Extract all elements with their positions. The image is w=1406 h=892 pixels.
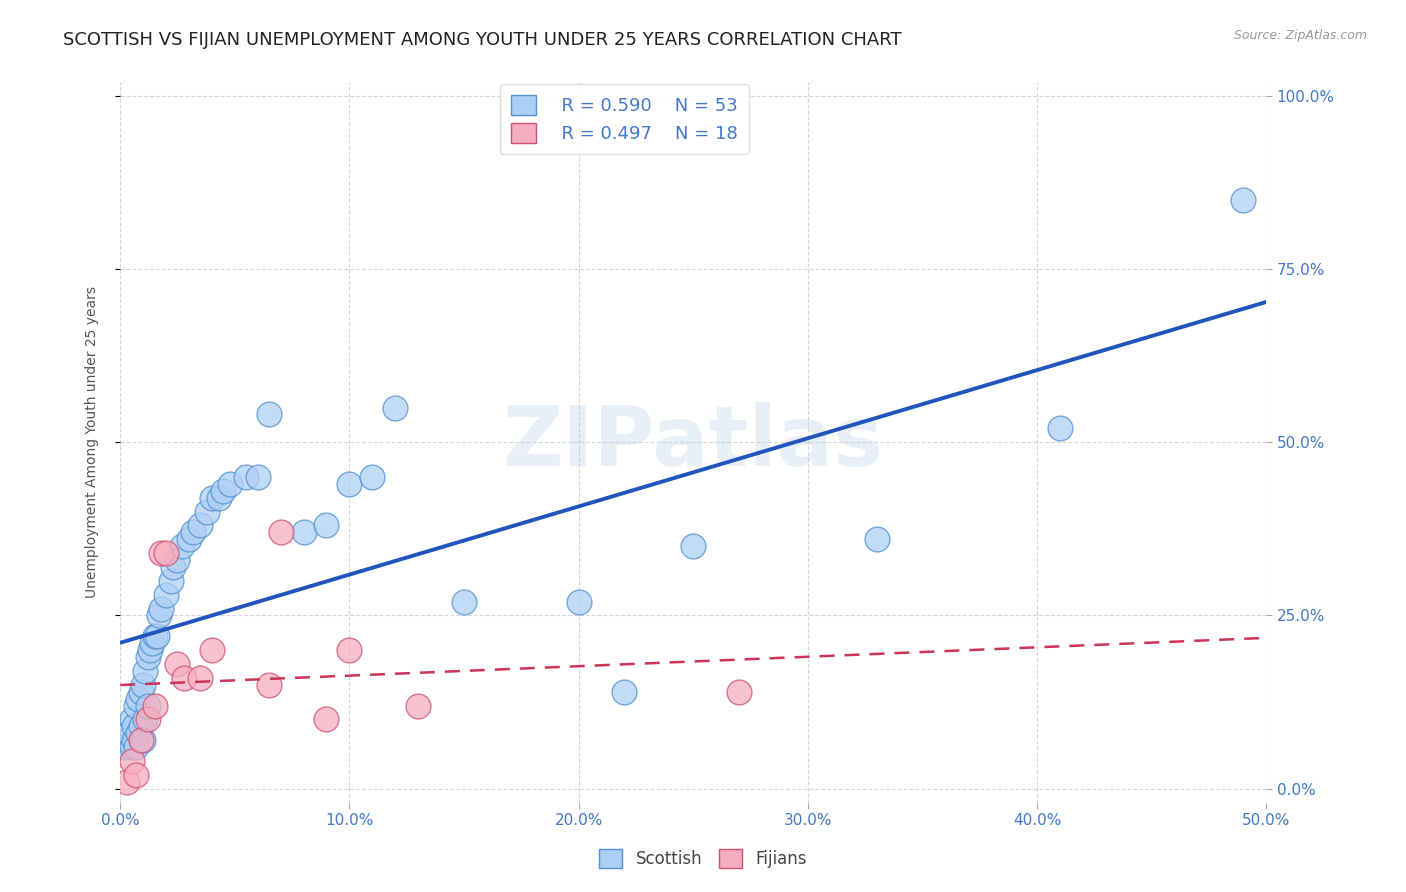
Point bbox=[235, 470, 257, 484]
Point bbox=[257, 408, 280, 422]
Point bbox=[127, 691, 149, 706]
Point bbox=[315, 518, 337, 533]
Point bbox=[136, 698, 159, 713]
Point bbox=[134, 712, 156, 726]
Point bbox=[122, 733, 145, 747]
Point bbox=[129, 719, 152, 733]
Text: ZIPatlas: ZIPatlas bbox=[503, 401, 884, 483]
Point bbox=[315, 712, 337, 726]
Point bbox=[384, 401, 406, 415]
Point bbox=[115, 774, 138, 789]
Point bbox=[150, 601, 173, 615]
Point bbox=[155, 588, 177, 602]
Point bbox=[568, 594, 591, 608]
Point bbox=[613, 684, 636, 698]
Point bbox=[201, 491, 224, 505]
Point bbox=[125, 698, 148, 713]
Point bbox=[162, 560, 184, 574]
Point bbox=[132, 733, 155, 747]
Point bbox=[1232, 193, 1254, 207]
Point bbox=[150, 546, 173, 560]
Point bbox=[136, 650, 159, 665]
Text: Source: ZipAtlas.com: Source: ZipAtlas.com bbox=[1233, 29, 1367, 42]
Point bbox=[132, 678, 155, 692]
Point bbox=[125, 740, 148, 755]
Point bbox=[170, 539, 193, 553]
Point bbox=[122, 719, 145, 733]
Point bbox=[246, 470, 269, 484]
Point bbox=[129, 684, 152, 698]
Point bbox=[270, 525, 292, 540]
Point bbox=[127, 726, 149, 740]
Point bbox=[166, 553, 188, 567]
Point bbox=[148, 608, 170, 623]
Point bbox=[134, 664, 156, 678]
Point bbox=[190, 518, 212, 533]
Y-axis label: Unemployment Among Youth under 25 years: Unemployment Among Youth under 25 years bbox=[86, 286, 100, 599]
Point bbox=[219, 476, 242, 491]
Point bbox=[125, 768, 148, 782]
Point bbox=[146, 629, 169, 643]
Point bbox=[212, 483, 235, 498]
Legend:   R = 0.590    N = 53,   R = 0.497    N = 18: R = 0.590 N = 53, R = 0.497 N = 18 bbox=[501, 84, 749, 154]
Point bbox=[682, 539, 704, 553]
Point bbox=[115, 733, 138, 747]
Point bbox=[195, 504, 218, 518]
Point bbox=[141, 636, 163, 650]
Point bbox=[143, 698, 166, 713]
Point bbox=[453, 594, 475, 608]
Point bbox=[728, 684, 751, 698]
Point bbox=[139, 643, 162, 657]
Point bbox=[159, 574, 181, 588]
Point bbox=[337, 476, 360, 491]
Legend: Scottish, Fijians: Scottish, Fijians bbox=[592, 842, 814, 875]
Point bbox=[136, 712, 159, 726]
Point bbox=[183, 525, 205, 540]
Point bbox=[114, 740, 136, 755]
Point bbox=[177, 533, 200, 547]
Point bbox=[337, 643, 360, 657]
Point bbox=[118, 726, 141, 740]
Point bbox=[143, 629, 166, 643]
Point bbox=[166, 657, 188, 671]
Point bbox=[121, 754, 143, 768]
Point bbox=[121, 740, 143, 755]
Point bbox=[361, 470, 384, 484]
Point bbox=[201, 643, 224, 657]
Point bbox=[1049, 421, 1071, 435]
Point bbox=[155, 546, 177, 560]
Point bbox=[208, 491, 231, 505]
Point bbox=[121, 712, 143, 726]
Point bbox=[406, 698, 429, 713]
Point bbox=[865, 533, 887, 547]
Point bbox=[129, 733, 152, 747]
Point bbox=[292, 525, 315, 540]
Text: SCOTTISH VS FIJIAN UNEMPLOYMENT AMONG YOUTH UNDER 25 YEARS CORRELATION CHART: SCOTTISH VS FIJIAN UNEMPLOYMENT AMONG YO… bbox=[63, 31, 901, 49]
Point bbox=[190, 671, 212, 685]
Point bbox=[173, 671, 195, 685]
Point bbox=[257, 678, 280, 692]
